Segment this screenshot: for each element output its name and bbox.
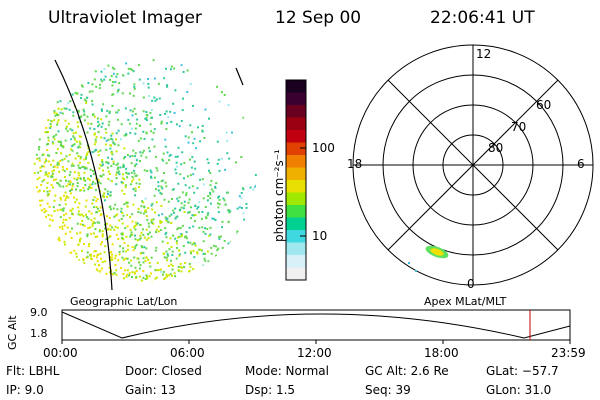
polar-ring-label-60: 60 [536,98,552,112]
polar-emission-spot [408,245,449,272]
colorbar-frame [285,79,307,281]
terminator-line [54,59,113,291]
colorbar-segment [286,230,306,243]
colorbar-segment [286,155,306,168]
colorbar-segment [286,217,306,231]
colorbar-segment [286,267,306,281]
colorbar-segment [286,205,306,218]
colorbar-segment [286,117,306,131]
colorbar-segment [286,167,306,181]
timeline-xtick-1: 06:00 [170,346,205,360]
tick-mark [235,67,244,86]
polar-ring-label-80: 80 [488,141,504,155]
info-dsp: Dsp: 1.5 [245,383,296,397]
timeline-right-title: Apex MLat/MLT [424,295,507,308]
colorbar-segment [286,80,306,93]
timeline-ticks [61,340,571,344]
timeline-yaxis-label: GC Alt [6,315,19,350]
colorbar-segment [286,142,306,156]
info-door: Door: Closed [125,364,202,378]
timeline-ytick-top: 9.0 [30,306,48,319]
info-seq: Seq: 39 [365,383,411,397]
info-glon: GLon: 31.0 [486,383,552,397]
info-gc-alt: GC Alt: 2.6 Re [365,364,449,378]
colorbar-segment [286,255,306,268]
instrument-title: Ultraviolet Imager [48,8,202,28]
polar-label-top: 12 [476,47,492,61]
timeline-xtick-3: 18:00 [424,346,459,360]
info-filter: Flt: LBHL [6,364,60,378]
uv-image-disk [33,59,257,282]
colorbar-segment [286,192,306,206]
timeline-xtick-0: 00:00 [43,346,78,360]
polar-label-bottom: 0 [467,277,475,291]
colorbar-segment [286,105,306,118]
colorbar-unit-label: photon cm⁻²s⁻¹ [272,149,286,242]
time-label: 22:06:41 UT [430,8,535,28]
timeline-left-title: Geographic Lat/Lon [70,295,178,308]
colorbar-segment [286,242,306,256]
polar-axis-diag2 [387,79,559,251]
info-glat: GLat: −57.7 [486,364,559,378]
date-label: 12 Sep 00 [275,8,362,28]
timeline-xtick-2: 12:00 [297,346,332,360]
polar-plot [352,44,594,286]
polar-ring-label-70: 70 [511,120,527,134]
colorbar-label-10: 10 [312,229,328,243]
colorbar-segment [286,92,306,106]
timeline-xtick-4: 23:59 [551,346,586,360]
altitude-curve [61,311,571,339]
colorbar-segment [286,130,306,143]
polar-label-right: 6 [577,157,585,171]
info-ip: IP: 9.0 [6,383,44,397]
info-gain: Gain: 13 [125,383,176,397]
emission-speckles [33,59,257,282]
polar-label-left: 18 [347,157,363,171]
colorbar-label-100: 100 [312,141,335,155]
colorbar [286,80,306,281]
colorbar-segment [286,180,306,193]
info-mode: Mode: Normal [245,364,329,378]
timeline-ytick-bottom: 1.8 [30,327,48,340]
